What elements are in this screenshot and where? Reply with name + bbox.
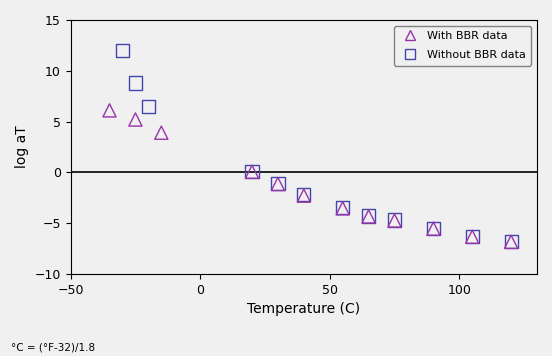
Point: [468, 234, 476, 240]
Point: [273, 180, 282, 186]
Point: [390, 218, 399, 223]
Point: [390, 217, 399, 223]
Point: [468, 234, 476, 239]
Point: [507, 239, 516, 245]
Point: [248, 169, 257, 175]
Point: [429, 225, 438, 231]
Point: [364, 213, 373, 219]
Point: [248, 168, 257, 174]
Point: [364, 214, 373, 219]
Text: °C = (°F-32)/1.8: °C = (°F-32)/1.8: [11, 342, 95, 352]
Point: [131, 80, 140, 86]
Point: [144, 104, 153, 109]
Point: [338, 205, 347, 211]
Point: [131, 117, 140, 122]
Point: [299, 192, 308, 198]
Legend: With BBR data, Without BBR data: With BBR data, Without BBR data: [394, 26, 532, 66]
Point: [429, 226, 438, 231]
Point: [157, 130, 166, 136]
Point: [273, 181, 282, 187]
Point: [105, 108, 114, 113]
Point: [299, 193, 308, 199]
Point: [338, 205, 347, 211]
Point: [507, 239, 516, 244]
Point: [118, 48, 127, 53]
Y-axis label: log aT: log aT: [15, 126, 29, 168]
X-axis label: Temperature (C): Temperature (C): [247, 302, 360, 316]
